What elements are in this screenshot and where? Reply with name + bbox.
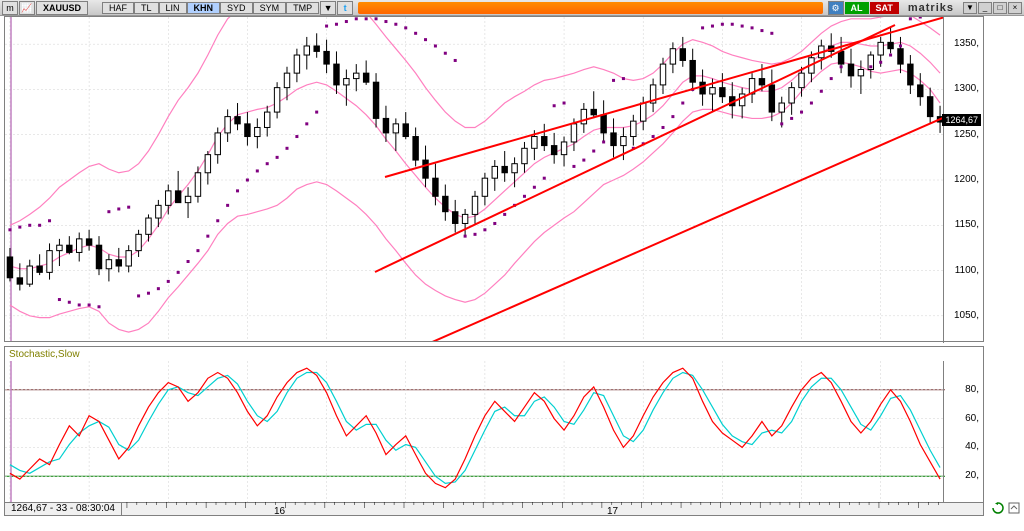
price-tick: 1350, [954,38,979,49]
dropdown-icon[interactable]: ▼ [320,1,336,15]
toolbar-btn-tl[interactable]: TL [134,2,159,14]
price-y-axis: 1050, 1100, 1150, 1200, 1250, 1264,67 1300, 135… [943,17,983,343]
price-tick: 1100, [955,265,979,276]
maximize-icon[interactable]: □ [993,2,1007,14]
stoch-tick: 20, [965,470,979,481]
buy-badge[interactable]: AL [845,2,869,14]
stoch-tick: 40, [965,441,979,452]
toolbar-btn-haf[interactable]: HAF [102,2,134,14]
svg-text:17: 17 [607,506,619,516]
x-axis: 161718 [122,502,942,516]
refresh-icon[interactable] [992,502,1004,514]
stochastic-label: Stochastic,Slow [9,349,80,360]
toolbar-btn-sym[interactable]: SYM [253,2,287,14]
stochastic-y-axis: 20, 40, 60, 80, [943,361,983,503]
brand-label: matriks [900,2,962,14]
toolbar-btn-tmp[interactable]: TMP [286,2,319,14]
minimize-icon[interactable]: _ [978,2,992,14]
stochastic-panel[interactable]: Stochastic,Slow 20, 40, 60, 80, [4,346,984,504]
sell-badge[interactable]: SAT [870,2,899,14]
price-tick: 1150, [955,219,979,230]
close-icon[interactable]: × [1008,2,1022,14]
chart-icon[interactable]: 📈 [19,1,35,15]
settings-icon[interactable]: ⚙ [828,1,844,15]
toolbar-btn-khn[interactable]: KHN [187,2,221,14]
dropdown2-icon[interactable]: ▼ [963,2,977,14]
stoch-tick: 60, [965,413,979,424]
symbol-label[interactable]: XAUUSD [36,1,88,15]
price-chart-area[interactable] [5,17,943,341]
price-chart-panel[interactable]: 1050, 1100, 1150, 1200, 1250, 1264,67 1300, 135… [4,16,984,342]
toolbar-btn-lin[interactable]: LIN [159,2,187,14]
toolbar-spacer [358,2,822,14]
price-tick: 1250, [954,129,979,140]
status-text: 1264,67 - 33 - 08:30:04 [5,503,122,515]
svg-text:16: 16 [274,506,286,516]
toolbar-btn-syd[interactable]: SYD [220,2,253,14]
app-icon[interactable]: m [2,1,18,15]
toolbar: m 📈 XAUUSD HAFTLLINKHNSYDSYMTMP ▼ t ⚙ AL… [0,0,1024,16]
current-price-label: 1264,67 [942,114,981,126]
price-tick: 1300, [954,83,979,94]
main-area: 1050, 1100, 1150, 1200, 1250, 1264,67 1300, 135… [0,16,1024,516]
price-tick: 1050, [954,310,979,321]
stoch-tick: 80, [965,384,979,395]
status-bar: 1264,67 - 33 - 08:30:04 161718 [4,502,984,516]
price-tick: 1200, [954,174,979,185]
stochastic-chart-area[interactable] [5,361,943,503]
collapse-icon[interactable] [1008,502,1020,514]
twitter-icon[interactable]: t [337,1,353,15]
